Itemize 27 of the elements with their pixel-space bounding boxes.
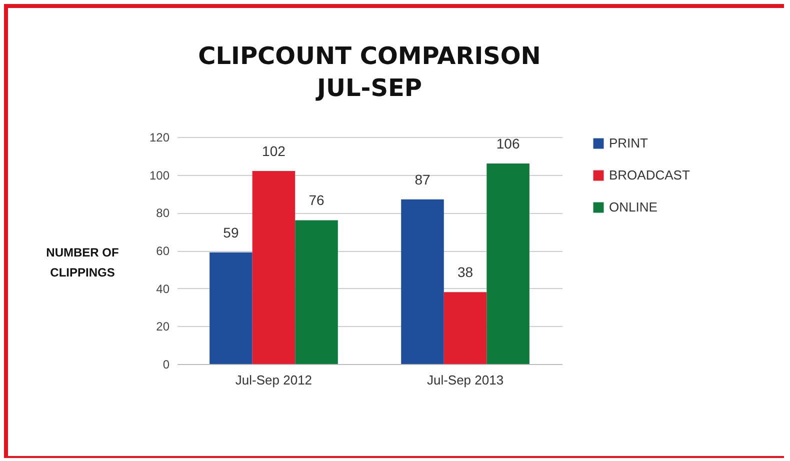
bar: [295, 220, 338, 364]
data-label: 102: [262, 143, 286, 160]
x-tick-label: Jul-Sep 2013: [426, 372, 504, 388]
y-tick-label: 20: [156, 320, 170, 334]
data-label: 76: [308, 192, 325, 208]
chart-title: CLIPCOUNT COMPARISON: [198, 42, 541, 70]
y-tick-label: 0: [162, 358, 170, 372]
y-tick-label: 40: [156, 282, 170, 296]
bar: [252, 171, 296, 364]
data-label: 38: [457, 264, 474, 280]
y-tick-label: 60: [156, 244, 170, 258]
y-axis-title: NUMBER OF CLIPPINGS: [46, 246, 119, 280]
y-tick-label: 120: [149, 130, 170, 144]
legend-label: PRINT: [609, 136, 648, 150]
bar: [401, 199, 444, 364]
data-label: 106: [496, 135, 520, 152]
chart-subtitle: JUL-SEP: [315, 74, 422, 102]
data-label: 59: [223, 224, 239, 240]
y-tick-label: 100: [149, 168, 170, 182]
bar: [444, 292, 487, 364]
legend-label: ONLINE: [609, 200, 658, 214]
x-tick-label: Jul-Sep 2012: [235, 372, 312, 388]
bar: [486, 163, 530, 364]
data-label: 87: [414, 171, 430, 188]
legend-label: BROADCAST: [609, 168, 690, 182]
y-tick-label: 80: [156, 206, 170, 220]
bar: [210, 252, 252, 364]
